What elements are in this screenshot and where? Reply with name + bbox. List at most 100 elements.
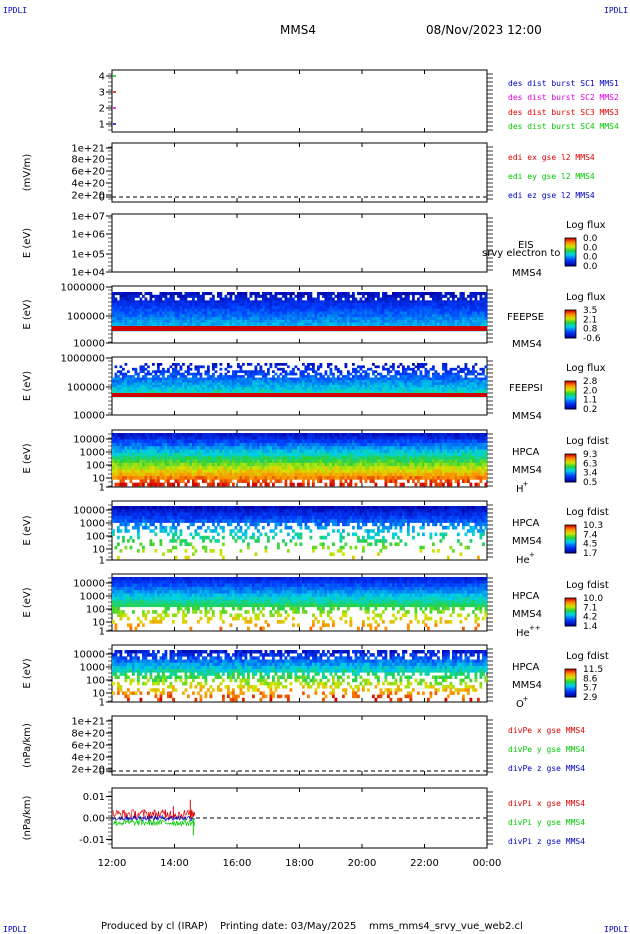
- red-band: [112, 393, 487, 397]
- colorbar-cell: [565, 475, 576, 477]
- instrument-label: HPCA: [512, 591, 540, 602]
- y-tick-label: -0.01: [79, 835, 105, 846]
- colorbar-value: 2.0: [583, 386, 598, 396]
- colorbar-cell: [565, 464, 576, 466]
- colorbar-cell: [565, 606, 576, 608]
- colorbar-cell: [565, 470, 576, 473]
- colorbar-value: 0.5: [583, 478, 597, 488]
- colorbar-value: 7.1: [583, 603, 597, 613]
- y-tick-label: 10000: [73, 650, 105, 661]
- colorbar-value: 10.0: [583, 594, 603, 604]
- colorbar-cell: [565, 312, 576, 315]
- legend-entry: divPe y gse MMS4: [508, 745, 585, 754]
- y-tick-label: 0.00: [83, 814, 105, 825]
- colorbar-cell: [565, 250, 576, 252]
- colorbar-cell: [565, 258, 576, 260]
- instrument-label: HPCA: [512, 662, 540, 673]
- panel-burst: [108, 69, 493, 133]
- colorbar-cell: [565, 623, 576, 625]
- colorbar-value: 2.9: [583, 693, 598, 703]
- colorbar-cell: [565, 381, 576, 383]
- colorbar-value: 10.3: [583, 521, 603, 531]
- colorbar-cell: [565, 472, 576, 475]
- colorbar-value: 6.3: [583, 459, 597, 469]
- y-tick-label: 1e+21: [71, 144, 105, 155]
- colorbar-cell: [565, 407, 576, 409]
- instrument-extra-label: srvy electron to: [482, 248, 560, 259]
- spectrogram: [112, 577, 488, 631]
- y-axis-label: E (eV): [22, 371, 33, 401]
- colorbar-cell: [565, 252, 576, 254]
- y-tick-label: 1: [99, 627, 105, 638]
- y-tick-label: 10: [92, 689, 105, 700]
- colorbar-cell: [565, 455, 576, 458]
- colorbar-cell: [565, 601, 576, 604]
- legend-entry: divPe x gse MMS4: [508, 726, 585, 735]
- colorbar-title: Log fdist: [566, 651, 609, 662]
- colorbar-cell: [565, 320, 576, 322]
- colorbar-cell: [565, 404, 576, 406]
- colorbar-cell: [565, 479, 576, 481]
- colorbar-cell: [565, 550, 576, 552]
- instrument-label: FEEPSE: [507, 312, 544, 323]
- y-tick-label: 100000: [67, 383, 105, 394]
- colorbar-cell: [565, 677, 576, 679]
- colorbar-cell: [565, 670, 576, 673]
- colorbar-cell: [565, 622, 576, 624]
- spectrogram: [112, 433, 488, 487]
- y-axis-label: (nPa/km): [22, 723, 33, 768]
- y-tick-label: 100: [86, 605, 105, 616]
- colorbar-cell: [565, 322, 576, 324]
- colorbar-cell: [565, 684, 576, 687]
- x-tick-label: 16:00: [223, 858, 252, 869]
- y-tick-label: 1e+07: [71, 212, 105, 223]
- colorbar-cell: [565, 390, 576, 392]
- colorbar-value: 1.1: [583, 396, 597, 406]
- colorbar-cell: [565, 315, 576, 318]
- legend-entry: edi ex gse l2 MMS4: [508, 153, 595, 162]
- y-axis-label: E (eV): [22, 299, 33, 329]
- colorbar-cell: [565, 403, 576, 405]
- colorbar-cell: [565, 669, 576, 672]
- colorbar-cell: [565, 387, 576, 389]
- colorbar-cell: [565, 529, 576, 532]
- y-axis-label: (mV/m): [22, 154, 33, 192]
- y-axis-label: E (eV): [22, 587, 33, 617]
- y-axis-label: E (eV): [22, 228, 33, 258]
- y-tick-label: 100000: [67, 312, 105, 323]
- colorbar-cell: [565, 457, 576, 460]
- colorbar-cell: [565, 690, 576, 692]
- colorbar-cell: [565, 395, 576, 397]
- colorbar-cell: [565, 394, 576, 396]
- colorbar-cell: [565, 679, 576, 681]
- colorbar-cell: [565, 311, 576, 314]
- y-tick-label: 1000: [80, 663, 105, 674]
- colorbar-cell: [565, 332, 576, 334]
- colorbar-cell: [565, 242, 576, 245]
- colorbar-cell: [565, 454, 576, 457]
- colorbar-cell: [565, 607, 576, 609]
- y-tick-label: 1: [99, 120, 105, 131]
- colorbar-cell: [565, 260, 576, 262]
- colorbar-value: 2.8: [583, 377, 598, 387]
- y-tick-label: 1e+21: [71, 717, 105, 728]
- corner-tag: IPDLI: [604, 925, 628, 934]
- y-tick-label: 10: [92, 618, 105, 629]
- spacecraft-label: MMS4: [512, 680, 542, 691]
- species-label: He: [516, 628, 530, 639]
- colorbar-value: 4.5: [583, 540, 597, 550]
- colorbar-value: 0.0: [583, 243, 598, 253]
- colorbar-cell: [565, 547, 576, 549]
- y-tick-label: 1: [99, 556, 105, 567]
- y-tick-label: 100: [86, 676, 105, 687]
- red-band: [112, 326, 487, 331]
- colorbar-cell: [565, 323, 576, 325]
- y-tick-label: 4: [99, 72, 105, 83]
- colorbar-cell: [565, 686, 576, 689]
- colorbar-cell: [565, 620, 576, 622]
- colorbar-cell: [565, 263, 576, 265]
- legend-entry: edi ey gse l2 MMS4: [508, 172, 595, 181]
- y-tick-label: 0.01: [83, 792, 105, 803]
- legend-entry: divPi z gse MMS4: [508, 837, 585, 846]
- instrument-label: EIS: [518, 240, 534, 251]
